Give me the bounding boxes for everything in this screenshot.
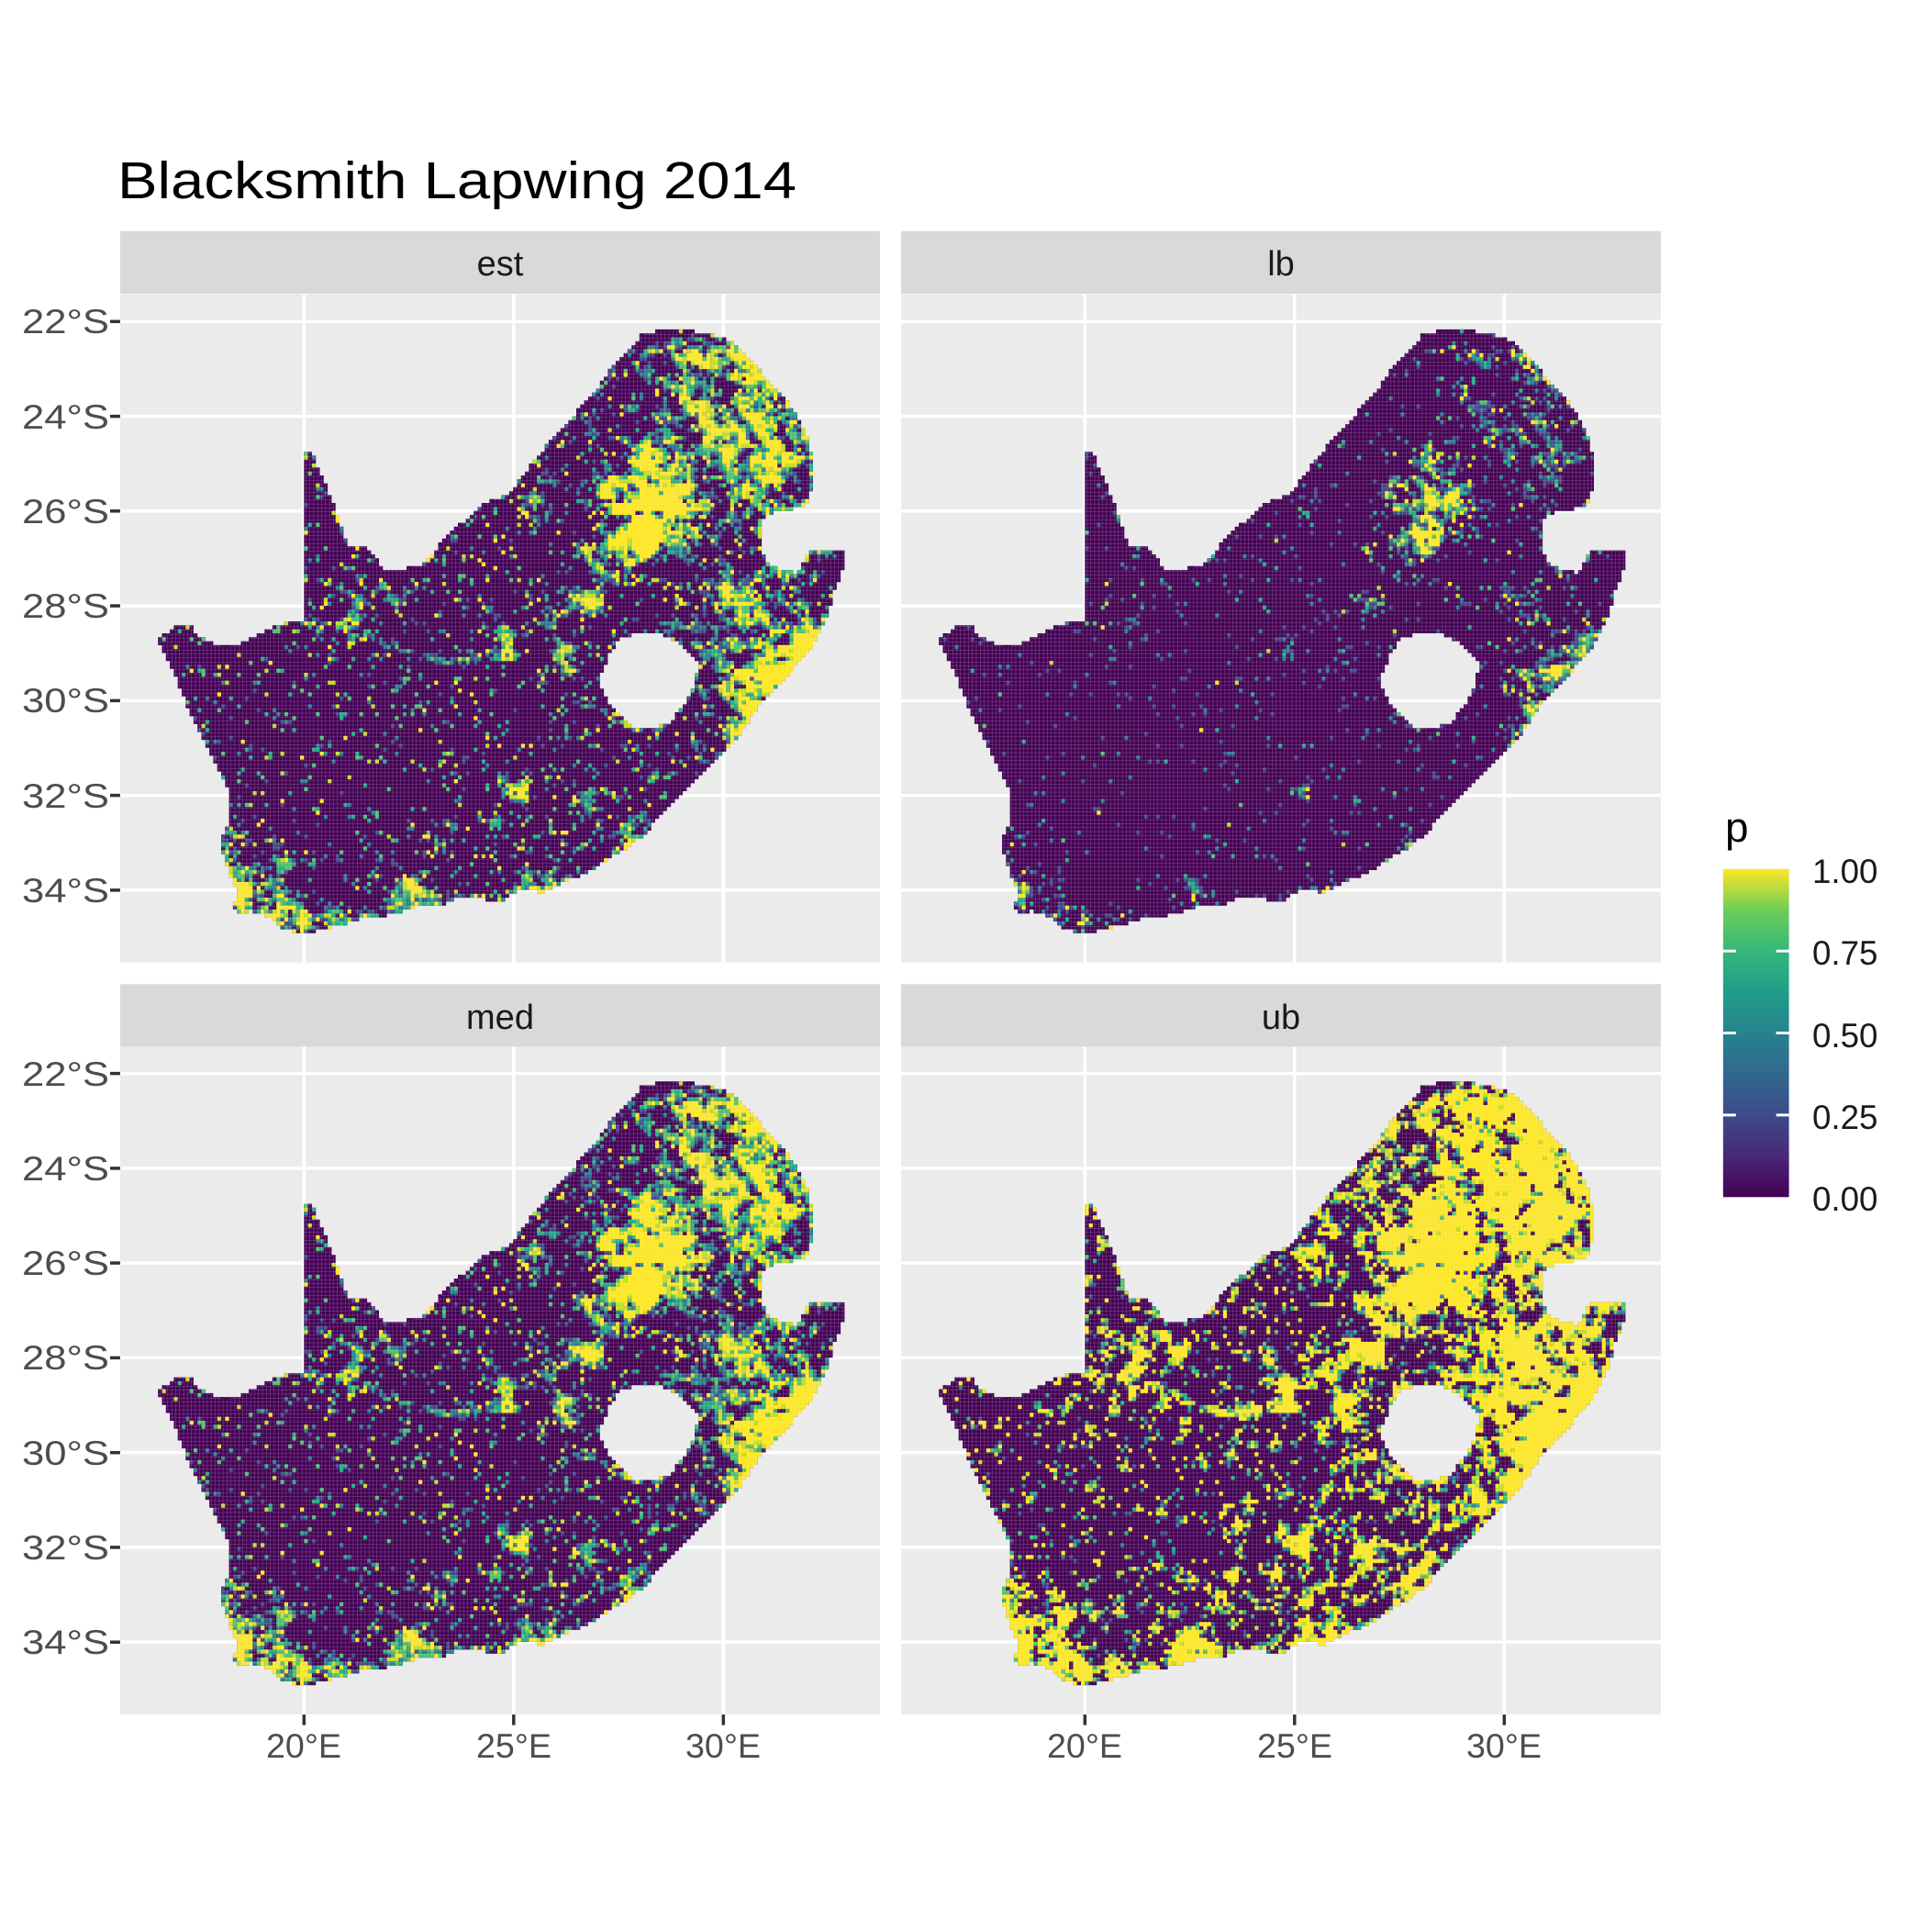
svg-text:20°E: 20°E bbox=[266, 1727, 341, 1765]
svg-text:Blacksmith Lapwing 2014: Blacksmith Lapwing 2014 bbox=[117, 151, 796, 210]
svg-text:0.00: 0.00 bbox=[1812, 1180, 1877, 1218]
svg-text:p: p bbox=[1725, 804, 1748, 851]
svg-text:34°S: 34°S bbox=[22, 1624, 109, 1661]
svg-text:25°E: 25°E bbox=[1257, 1727, 1332, 1765]
svg-text:34°S: 34°S bbox=[22, 872, 109, 910]
svg-text:ub: ub bbox=[1262, 999, 1300, 1037]
svg-text:30°S: 30°S bbox=[22, 1435, 109, 1472]
svg-text:28°S: 28°S bbox=[22, 1339, 109, 1377]
svg-text:32°S: 32°S bbox=[22, 777, 109, 815]
svg-text:26°S: 26°S bbox=[22, 1245, 109, 1282]
svg-text:lb: lb bbox=[1267, 245, 1295, 284]
svg-text:med: med bbox=[466, 999, 534, 1037]
svg-text:30°E: 30°E bbox=[685, 1727, 761, 1765]
svg-text:0.75: 0.75 bbox=[1812, 934, 1877, 972]
svg-text:1.00: 1.00 bbox=[1812, 853, 1877, 890]
svg-text:30°E: 30°E bbox=[1466, 1727, 1542, 1765]
svg-text:22°S: 22°S bbox=[22, 1055, 109, 1093]
svg-text:24°S: 24°S bbox=[22, 398, 109, 436]
svg-text:24°S: 24°S bbox=[22, 1150, 109, 1188]
svg-text:28°S: 28°S bbox=[22, 587, 109, 625]
svg-text:32°S: 32°S bbox=[22, 1529, 109, 1567]
svg-text:22°S: 22°S bbox=[22, 303, 109, 341]
svg-text:0.25: 0.25 bbox=[1812, 1099, 1877, 1136]
svg-text:est: est bbox=[477, 245, 524, 284]
svg-text:25°E: 25°E bbox=[476, 1727, 551, 1765]
svg-text:0.50: 0.50 bbox=[1812, 1017, 1877, 1055]
svg-text:26°S: 26°S bbox=[22, 493, 109, 530]
svg-text:20°E: 20°E bbox=[1047, 1727, 1122, 1765]
svg-text:30°S: 30°S bbox=[22, 682, 109, 720]
